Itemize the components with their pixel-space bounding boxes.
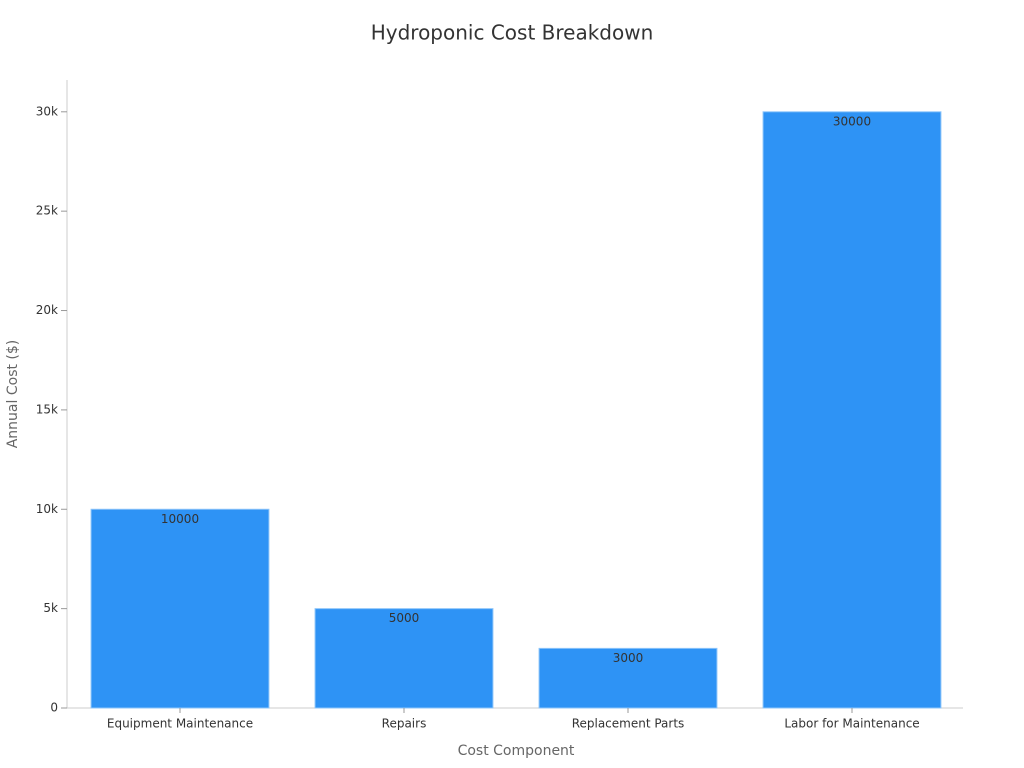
y-tick-label: 10k <box>36 502 58 516</box>
value-label: 10000 <box>161 512 199 526</box>
bar <box>314 608 494 709</box>
bar <box>762 111 942 709</box>
y-axis-title: Annual Cost ($) <box>5 340 21 449</box>
y-tick-label: 25k <box>36 204 58 218</box>
y-tick-label: 30k <box>36 104 58 118</box>
value-label: 5000 <box>389 611 420 625</box>
y-tick-label: 15k <box>36 402 58 416</box>
x-axis-title: Cost Component <box>458 743 575 759</box>
chart-title: Hydroponic Cost Breakdown <box>371 21 654 45</box>
bar <box>538 647 718 709</box>
value-label: 30000 <box>833 114 871 128</box>
x-tick-label: Replacement Parts <box>572 717 685 731</box>
y-tick-label: 20k <box>36 303 58 317</box>
x-tick-label: Labor for Maintenance <box>784 717 919 731</box>
value-label: 3000 <box>613 651 644 665</box>
x-tick-label: Repairs <box>382 717 427 731</box>
bar <box>90 508 270 709</box>
y-tick-label: 5k <box>43 601 58 615</box>
y-tick-label: 0 <box>50 701 58 715</box>
x-tick-label: Equipment Maintenance <box>107 717 253 731</box>
